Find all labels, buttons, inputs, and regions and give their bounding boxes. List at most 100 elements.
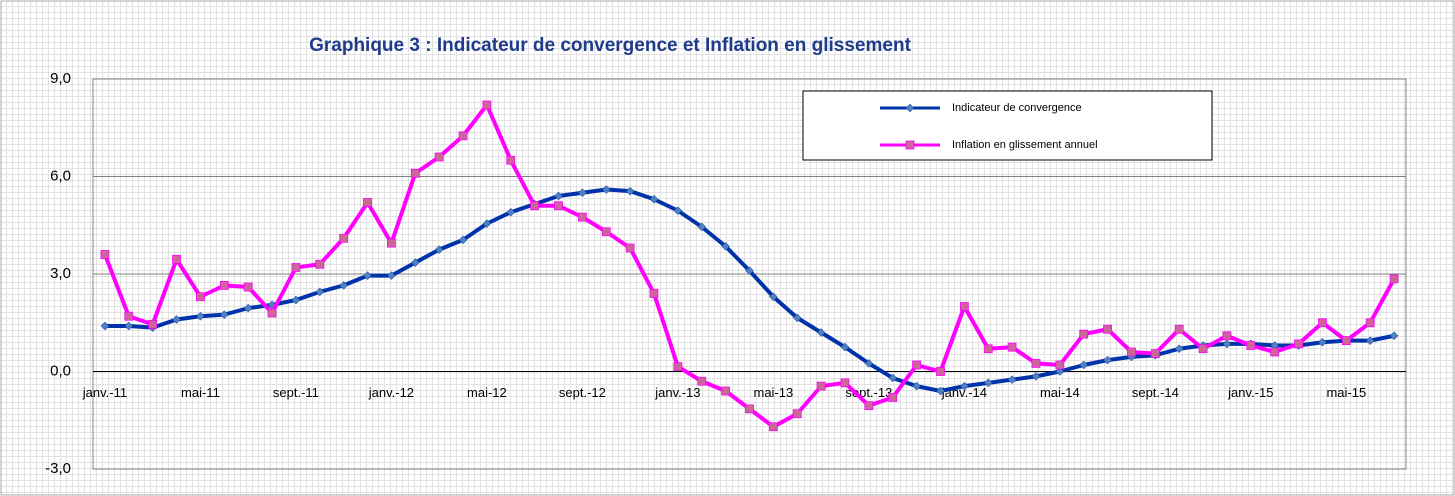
legend	[802, 90, 1213, 161]
point-marker	[554, 191, 563, 201]
point-marker	[769, 292, 778, 302]
point-marker	[1079, 329, 1089, 339]
point-marker	[721, 386, 731, 396]
point-marker	[1150, 349, 1160, 359]
point-marker	[745, 404, 754, 414]
point-marker	[912, 381, 921, 391]
point-marker	[482, 219, 492, 228]
point-marker	[387, 238, 396, 248]
point-marker	[864, 359, 874, 368]
y-tick-label: 0,0	[50, 362, 71, 379]
point-marker	[243, 303, 253, 313]
point-marker	[1222, 339, 1232, 349]
point-marker	[1103, 324, 1112, 334]
point-marker	[649, 289, 659, 298]
point-marker	[267, 308, 277, 318]
point-marker	[1103, 355, 1112, 365]
point-marker	[124, 321, 134, 331]
y-tick-label: 6,0	[50, 167, 71, 184]
point-marker	[410, 168, 420, 178]
point-marker	[768, 422, 778, 432]
point-marker	[792, 313, 802, 323]
point-marker	[840, 378, 850, 388]
x-tick-label: mai-11	[181, 385, 220, 400]
point-marker	[100, 250, 110, 259]
point-marker	[1318, 318, 1327, 328]
point-marker	[864, 401, 874, 411]
legend-marker	[905, 103, 915, 113]
point-marker	[1198, 344, 1208, 354]
x-tick-label: mai-13	[753, 385, 793, 400]
point-marker	[172, 254, 181, 264]
x-tick-label: sept.-14	[1132, 385, 1179, 400]
point-marker	[315, 259, 325, 269]
point-marker	[816, 328, 826, 337]
point-marker	[625, 243, 635, 253]
x-tick-label: janv.-11	[82, 385, 127, 400]
point-marker	[1389, 274, 1399, 284]
x-tick-label: mai-14	[1040, 385, 1080, 400]
point-marker	[291, 263, 301, 272]
point-marker	[1079, 360, 1089, 370]
point-marker	[363, 198, 372, 207]
point-marker	[1294, 339, 1303, 349]
x-tick-label: mai-12	[467, 385, 507, 400]
point-marker	[601, 227, 611, 237]
point-marker	[1318, 337, 1327, 347]
point-marker	[315, 287, 325, 297]
point-marker	[960, 381, 969, 391]
point-marker	[100, 321, 110, 331]
point-marker	[1007, 342, 1017, 352]
point-marker	[1365, 336, 1375, 345]
point-marker	[673, 362, 683, 372]
point-marker	[339, 281, 349, 290]
point-marker	[1031, 358, 1041, 368]
point-marker	[196, 311, 205, 321]
point-marker	[1270, 347, 1280, 357]
point-marker	[625, 186, 635, 196]
point-marker	[1222, 331, 1232, 341]
point-marker	[124, 311, 134, 321]
x-tick-label: mai-15	[1326, 385, 1366, 400]
point-marker	[816, 381, 826, 391]
point-marker	[1127, 347, 1136, 357]
point-marker	[482, 100, 492, 110]
point-marker	[410, 258, 420, 267]
point-marker	[697, 222, 707, 232]
x-tick-label: janv.-15	[1227, 385, 1273, 400]
x-tick-label: janv.-12	[368, 385, 414, 400]
point-marker	[745, 266, 754, 276]
point-marker	[458, 131, 468, 141]
point-marker	[434, 245, 444, 254]
point-marker	[1055, 360, 1065, 370]
point-marker	[1365, 318, 1375, 328]
point-marker	[577, 212, 587, 222]
point-marker	[172, 315, 181, 324]
point-marker	[983, 378, 993, 388]
point-marker	[983, 344, 993, 354]
point-marker	[888, 393, 898, 402]
x-tick-label: janv.-13	[654, 385, 700, 400]
chart-title: Graphique 3 : Indicateur de convergence …	[309, 35, 911, 56]
legend-label: Inflation en glissement annuel	[952, 139, 1098, 151]
point-marker	[148, 319, 158, 329]
point-marker	[912, 360, 922, 370]
point-marker	[888, 373, 898, 383]
point-marker	[721, 242, 730, 251]
point-marker	[578, 188, 587, 198]
point-marker	[936, 386, 945, 396]
point-marker	[1174, 324, 1184, 334]
point-marker	[1055, 367, 1065, 376]
point-marker	[554, 201, 563, 211]
point-marker	[1246, 341, 1256, 350]
legend-marker	[905, 140, 915, 150]
point-marker	[219, 310, 229, 319]
point-marker	[959, 302, 969, 311]
point-marker	[673, 206, 683, 215]
point-marker	[1341, 336, 1351, 346]
point-marker	[363, 271, 372, 280]
point-marker	[291, 295, 301, 305]
point-marker	[840, 342, 850, 352]
point-marker	[1389, 331, 1399, 341]
